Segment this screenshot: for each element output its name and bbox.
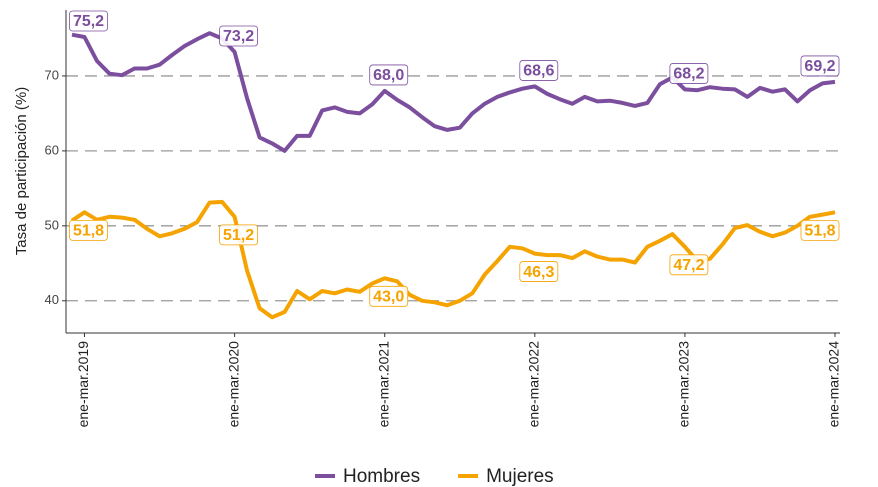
data-label: 51,2 (219, 224, 259, 246)
data-label: 75,2 (69, 10, 108, 32)
data-label-box (69, 219, 108, 241)
data-label-text: 46,3 (523, 264, 554, 281)
data-label: 47,2 (669, 254, 709, 276)
x-tick-label: ene-mar.2021 (375, 341, 391, 428)
data-label-text: 51,8 (804, 223, 835, 240)
y-tick-label: 60 (45, 142, 59, 157)
data-label-text: 68,0 (373, 67, 404, 84)
x-tick-label: ene-mar.2019 (75, 341, 91, 428)
y-axis-label: Tasa de participación (%) (13, 87, 30, 255)
x-tick-label: ene-mar.2022 (526, 341, 542, 428)
data-label-text: 68,2 (673, 66, 704, 83)
data-label-box (219, 224, 259, 246)
x-tick-label: ene-mar.2023 (676, 341, 692, 428)
data-label-box (800, 219, 840, 241)
data-label: 43,0 (369, 285, 409, 307)
data-label-text: 73,2 (223, 28, 254, 45)
data-label-box (369, 64, 409, 86)
data-label-box (519, 60, 559, 81)
data-label: 46,3 (519, 261, 559, 282)
data-label-box (669, 254, 709, 276)
data-label-box (69, 10, 108, 32)
data-label-text: 68,6 (523, 63, 554, 80)
data-label-box (219, 25, 259, 47)
data-label: 51,8 (800, 219, 840, 241)
y-tick-label: 50 (45, 217, 59, 232)
data-label: 51,8 (69, 219, 108, 241)
legend-label: Mujeres (486, 466, 554, 487)
data-label-box (669, 63, 709, 84)
x-tick-label: ene-mar.2020 (225, 341, 241, 428)
legend-label: Hombres (343, 466, 420, 487)
x-tick-label: ene-mar.2024 (826, 341, 842, 428)
data-label-box (369, 285, 409, 307)
data-label: 68,6 (519, 60, 559, 81)
data-label-box (800, 55, 840, 77)
data-label-text: 69,2 (804, 58, 835, 75)
data-label: 69,2 (800, 55, 840, 77)
data-label-text: 51,2 (223, 227, 254, 244)
data-label-text: 43,0 (373, 289, 404, 306)
y-tick-label: 70 (45, 67, 59, 82)
data-label-text: 47,2 (673, 257, 704, 274)
data-label-text: 51,8 (73, 223, 104, 240)
data-label: 68,0 (369, 64, 409, 86)
data-label-text: 75,2 (73, 13, 104, 30)
data-label-box (519, 261, 559, 282)
data-label: 68,2 (669, 63, 709, 84)
data-label: 73,2 (219, 25, 259, 47)
series-line (70, 199, 836, 320)
y-tick-label: 40 (45, 292, 59, 307)
series-line (71, 31, 836, 153)
